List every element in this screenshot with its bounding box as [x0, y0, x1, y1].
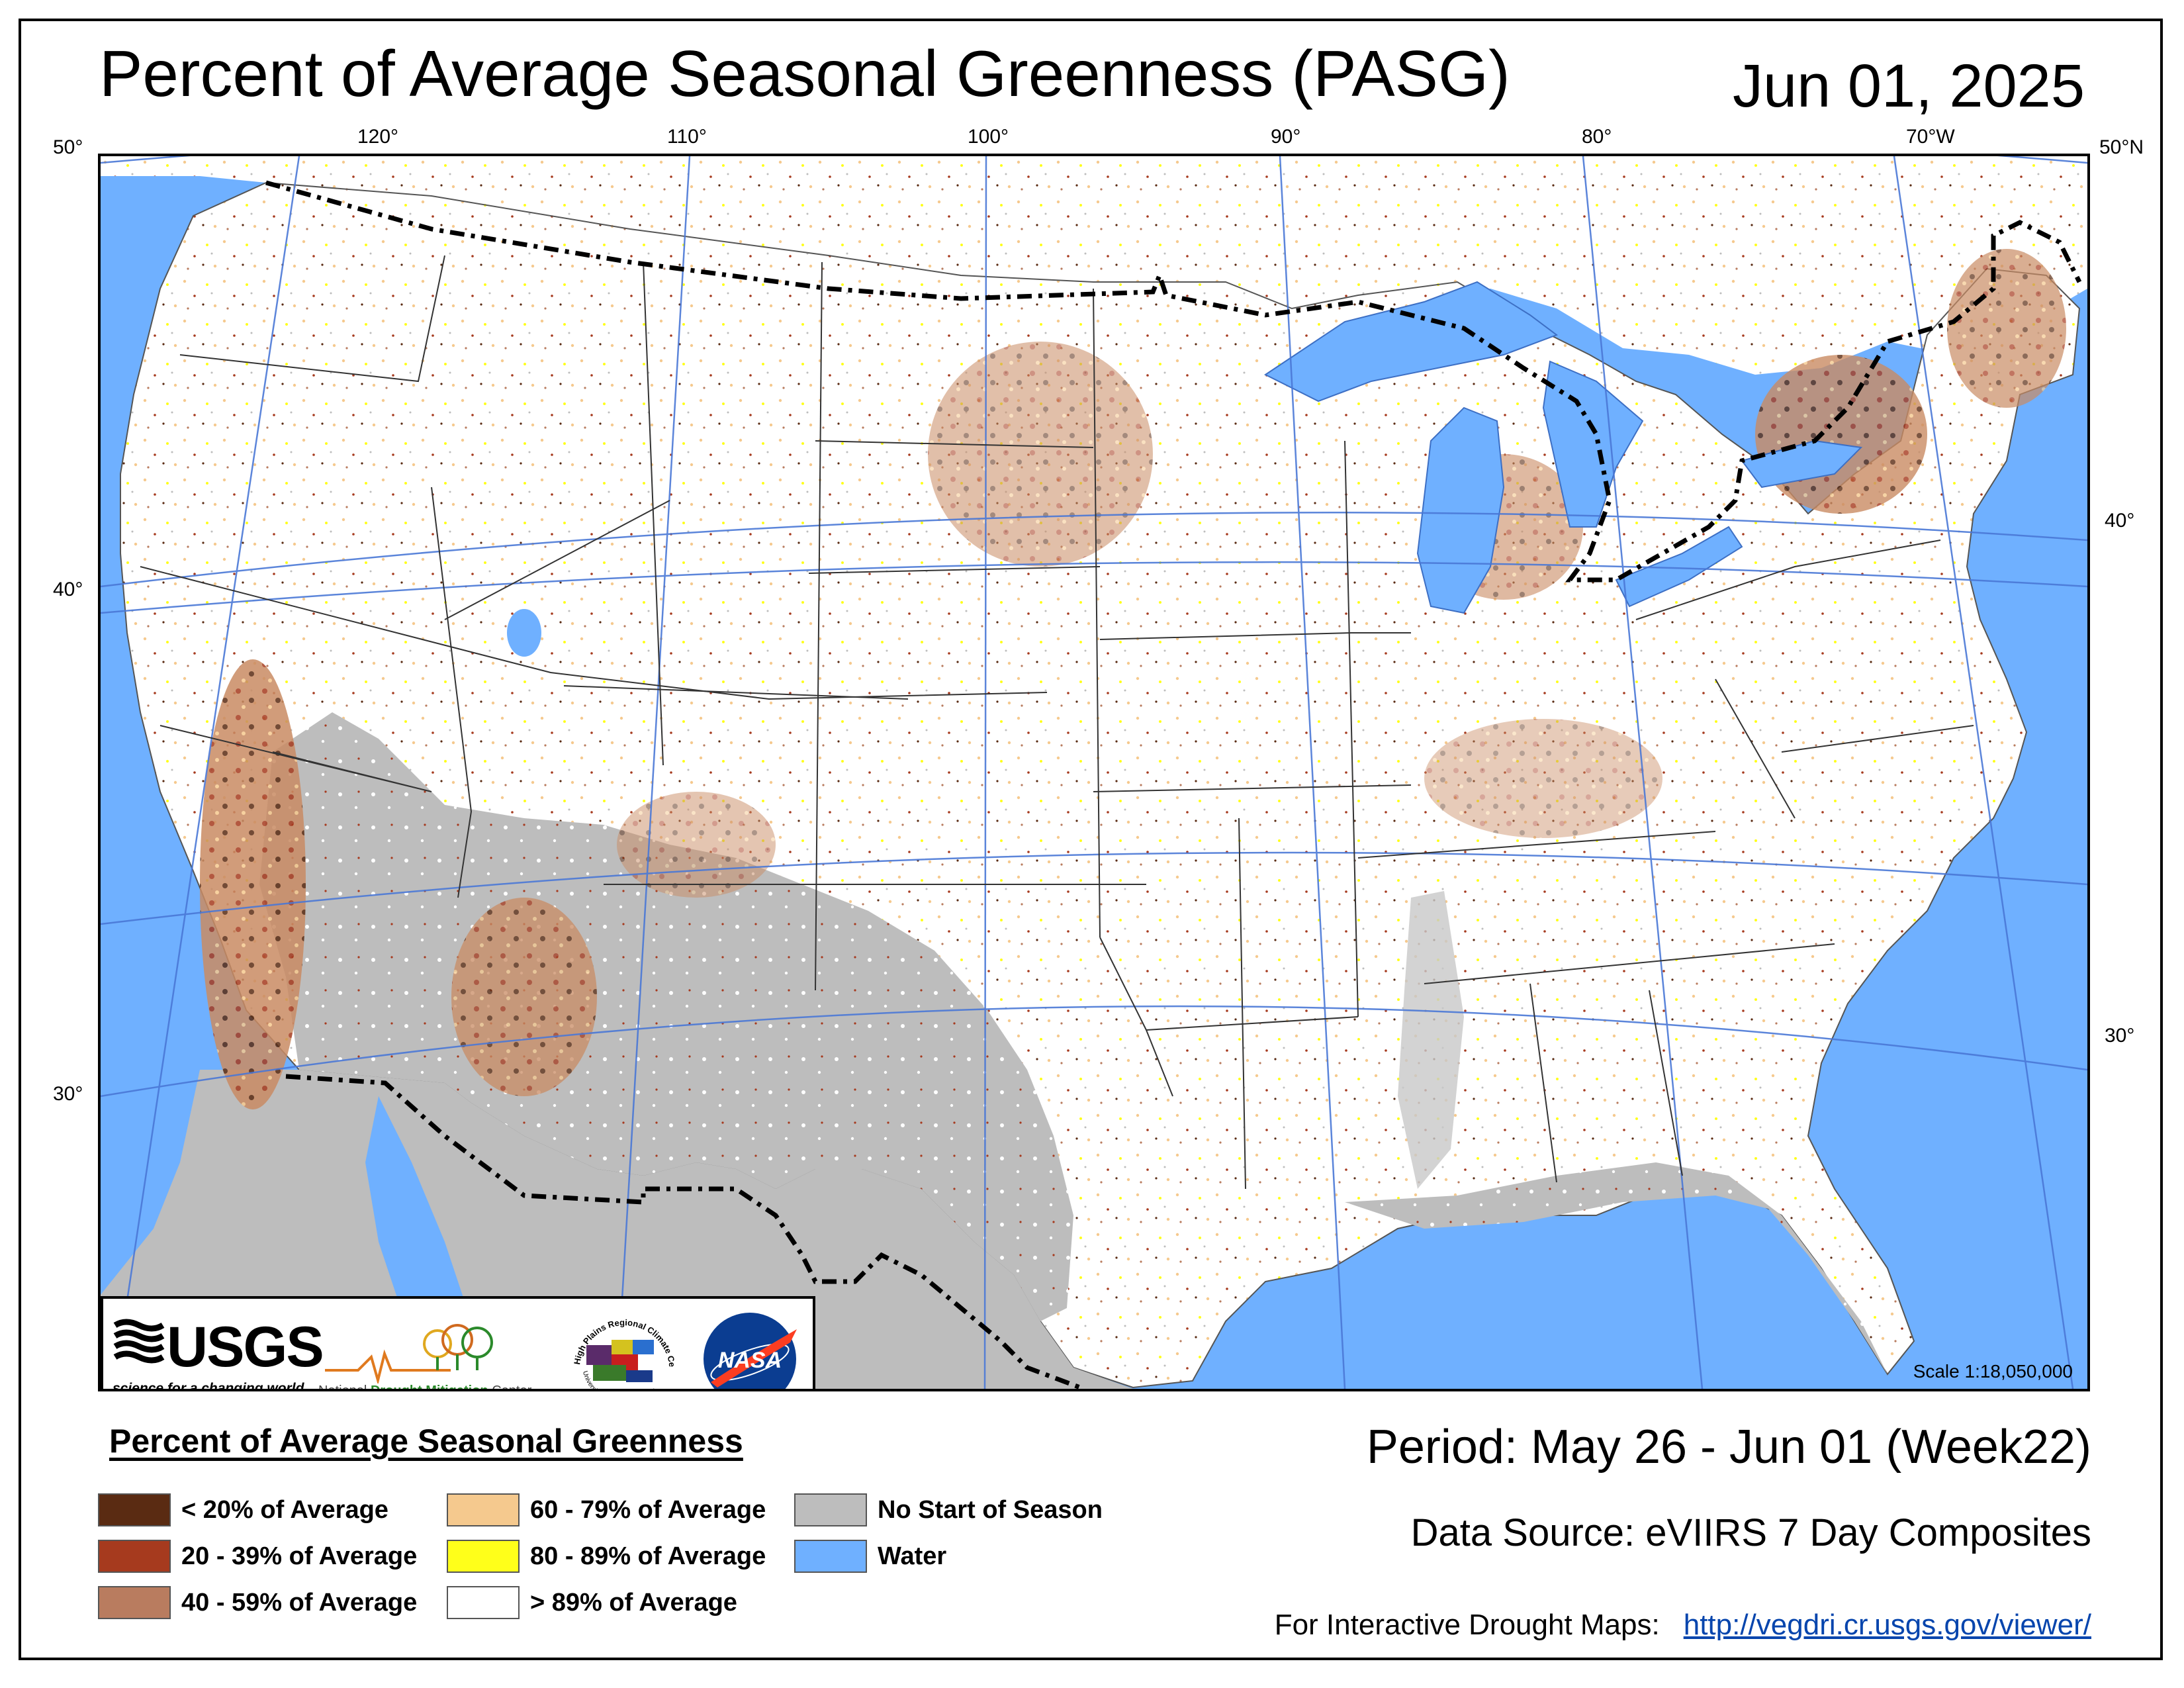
lon-label-90: 90° [1271, 126, 1301, 148]
nasa-meatball-icon: NASA [704, 1313, 797, 1389]
lon-label-110: 110° [667, 126, 707, 148]
hprcc-logo: High Plains Regional Climate Center Univ… [567, 1305, 682, 1389]
legend-label-40-59: 40 - 59% of Average [181, 1588, 418, 1617]
legend-swatch-gt89 [447, 1586, 520, 1619]
legend-label-no-season: No Start of Season [878, 1495, 1103, 1524]
legend-label-80-89: 80 - 89% of Average [530, 1542, 766, 1570]
ndmc-tree-icon [325, 1324, 493, 1383]
map-title: Percent of Average Seasonal Greenness (P… [99, 37, 1510, 110]
legend-item-no-season: No Start of Season [794, 1493, 1103, 1526]
page-frame [19, 19, 2163, 1660]
lon-label-120: 120° [357, 126, 399, 148]
legend-item-20-39: 20 - 39% of Average [98, 1540, 417, 1573]
lat-label-50-left: 50° [53, 136, 83, 158]
legend-item-80-89: 80 - 89% of Average [447, 1540, 766, 1573]
legend-swatch-60-79 [447, 1493, 520, 1526]
lake-erie [1615, 526, 1743, 608]
legend-swatch-no-season [794, 1493, 867, 1526]
lake-michigan [1416, 406, 1505, 614]
legend-title: Percent of Average Seasonal Greenness [109, 1423, 743, 1460]
legend-swatch-lt20 [98, 1493, 171, 1526]
map-scale: Scale 1:18,050,000 [1913, 1361, 2073, 1382]
ndmc-logo: National Drought Mitigation Center [318, 1317, 563, 1391]
legend-label-gt89: > 89% of Average [530, 1588, 737, 1617]
interactive-maps: For Interactive Drought Maps: http://vegd… [1275, 1609, 2091, 1642]
legend-item-60-79: 60 - 79% of Average [447, 1493, 766, 1526]
lake-superior [1264, 281, 1559, 402]
legend-swatch-water [794, 1540, 867, 1573]
period-text: Period: May 26 - Jun 01 (Week22) [1366, 1421, 2091, 1474]
lat-label-30-right: 30° [2105, 1025, 2135, 1047]
drought-zone-california [200, 659, 306, 1109]
legend-swatch-20-39 [98, 1540, 171, 1573]
drought-zone-dakotas [928, 342, 1153, 567]
legend-swatch-80-89 [447, 1540, 520, 1573]
drought-zone-maine [1947, 249, 2066, 408]
legend-swatch-40-59 [98, 1586, 171, 1619]
state-boundaries [140, 255, 1974, 1190]
canada-land [101, 156, 2087, 375]
drought-zone-arizona [451, 898, 597, 1096]
lon-label-100: 100° [968, 126, 1009, 148]
interactive-label: For Interactive Drought Maps: [1274, 1609, 1660, 1641]
lake-huron [1542, 360, 1644, 528]
usgs-name: USGS [167, 1315, 324, 1379]
international-border [265, 180, 2082, 1389]
ndmc-name: Drought Mitigation [370, 1383, 488, 1391]
logo-panel: USGS science for a changing world Nation… [101, 1296, 815, 1391]
legend-item-lt20: < 20% of Average [98, 1493, 388, 1526]
map-date: Jun 01, 2025 [1732, 52, 2085, 120]
drought-zone-new-york [1755, 355, 1927, 514]
map-canvas [101, 156, 2087, 1389]
legend-label-lt20: < 20% of Average [181, 1495, 388, 1524]
usgs-wave-icon [113, 1317, 165, 1370]
lat-label-30-left: 30° [53, 1083, 83, 1105]
legend-label-60-79: 60 - 79% of Average [530, 1495, 766, 1524]
great-salt-lake [507, 609, 541, 657]
legend-label-20-39: 20 - 39% of Average [181, 1542, 418, 1570]
no-season-mississippi [1398, 891, 1464, 1189]
lat-label-50-right: 50°N [2099, 136, 2144, 158]
lon-label-70w: 70°W [1906, 126, 1955, 148]
ndmc-prefix: National [318, 1383, 371, 1391]
legend-item-40-59: 40 - 59% of Average [98, 1586, 417, 1619]
usgs-tagline: science for a changing world [113, 1381, 304, 1391]
ndmc-label: National Drought Mitigation Center [318, 1383, 532, 1391]
viewer-link[interactable]: http://vegdri.cr.usgs.gov/viewer/ [1683, 1609, 2091, 1641]
drought-zone-colorado [617, 792, 776, 898]
hprcc-emblem-icon: High Plains Regional Climate Center Univ… [567, 1305, 677, 1389]
legend-item-gt89: > 89% of Average [447, 1586, 737, 1619]
data-source-text: Data Source: eVIIRS 7 Day Composites [1410, 1511, 2091, 1554]
lat-label-40-left: 40° [53, 579, 83, 600]
legend-item-water: Water [794, 1540, 946, 1573]
lat-label-40-right: 40° [2105, 510, 2135, 532]
no-season-gulf [1345, 1162, 1888, 1374]
lon-label-80: 80° [1582, 126, 1612, 148]
pasg-map[interactable]: USGS science for a changing world Nation… [98, 154, 2090, 1391]
drought-zone-kentucky [1424, 719, 1662, 838]
nasa-logo: NASA [698, 1309, 802, 1389]
legend-label-water: Water [878, 1542, 947, 1570]
nasa-name: NASA [718, 1348, 782, 1373]
ndmc-suffix: Center [488, 1383, 532, 1391]
